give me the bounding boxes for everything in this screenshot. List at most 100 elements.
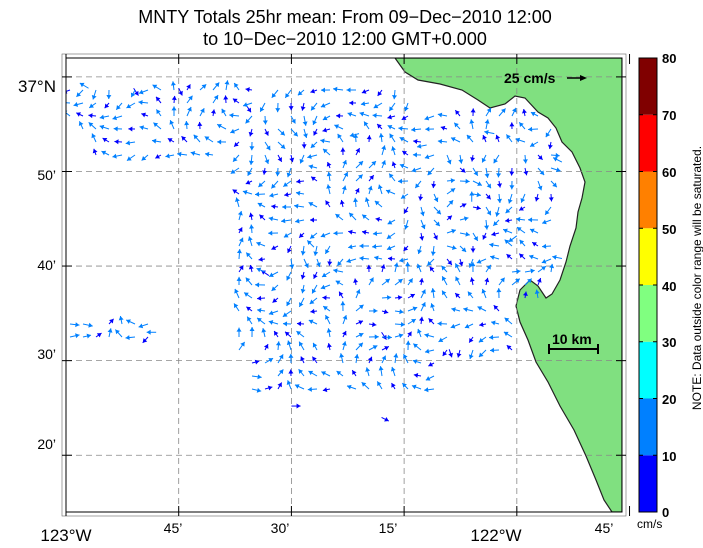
current-vector-255: [294, 203, 305, 209]
current-vector-249: [534, 193, 540, 202]
current-vector-352: [387, 256, 396, 262]
current-vector-381: [470, 262, 476, 273]
current-vector-34: [212, 94, 219, 104]
current-vector-375: [393, 262, 399, 273]
current-vector-259: [353, 197, 359, 208]
current-vector-313: [482, 232, 487, 240]
current-vector-514: [405, 340, 411, 351]
current-vector-513: [381, 346, 390, 351]
current-vector-336: [489, 242, 500, 248]
current-vector-164: [289, 154, 295, 163]
map-frame: [61, 53, 631, 517]
current-vector-348: [336, 258, 344, 267]
current-vector-150: [92, 148, 98, 156]
current-vector-542: [321, 371, 331, 377]
current-vector-232: [284, 192, 292, 197]
current-vector-201: [496, 167, 502, 178]
current-vector-257: [325, 200, 331, 208]
colorbar-tick-50: 50: [662, 222, 677, 237]
current-vector-361: [518, 253, 526, 260]
current-vector-65: [302, 115, 308, 126]
current-vector-90: [169, 119, 175, 130]
current-vector-234: [326, 184, 332, 195]
current-vector-156: [165, 153, 175, 159]
current-vector-365: [248, 264, 254, 273]
current-vector-119: [114, 139, 123, 145]
current-vector-351: [374, 255, 383, 261]
current-vector-233: [295, 190, 305, 196]
current-vector-521: [489, 347, 500, 353]
current-vector-139: [399, 136, 409, 143]
current-vector-209: [283, 180, 292, 188]
current-vector-242: [433, 193, 439, 203]
current-vector-409: [234, 288, 240, 299]
current-vector-58: [199, 108, 205, 117]
current-vector-125: [204, 136, 214, 143]
current-vector-159: [204, 151, 214, 157]
current-vector-518: [456, 349, 462, 358]
colorbar-tick-60: 60: [662, 165, 677, 180]
current-vector-1: [76, 89, 84, 98]
current-vector-363: [541, 258, 552, 264]
current-vector-382: [485, 264, 492, 273]
current-vector-69: [347, 112, 357, 117]
current-vector-253: [271, 204, 279, 210]
current-vector-461: [308, 319, 318, 325]
current-vector-463: [342, 314, 348, 325]
current-vector-27: [104, 102, 110, 109]
current-vector-227: [550, 180, 558, 188]
current-vector-102: [334, 124, 344, 130]
current-vector-148: [529, 141, 539, 147]
current-vector-385: [537, 265, 547, 273]
current-vector-127: [233, 141, 240, 148]
lat-label-20: 20’: [37, 436, 56, 452]
current-vector-451: [82, 322, 93, 328]
reference-vector-label: 25 cm/s: [504, 70, 556, 86]
current-vector-36: [232, 98, 240, 104]
current-vector-539: [288, 369, 294, 377]
current-vector-9: [199, 83, 207, 91]
current-vector-526: [288, 353, 294, 364]
current-vector-12: [233, 82, 240, 91]
current-vector-559: [376, 381, 383, 390]
current-vector-74: [424, 115, 435, 121]
current-vector-62: [245, 115, 253, 124]
current-vector-353: [399, 257, 409, 263]
colorbar-segment-0: [639, 455, 657, 512]
current-vector-360: [506, 253, 513, 260]
current-vector-424: [441, 290, 448, 299]
current-vector-112: [484, 119, 490, 130]
current-vector-179: [493, 154, 500, 164]
current-vector-187: [286, 167, 292, 178]
current-vector-408: [536, 277, 542, 286]
current-vector-277: [281, 218, 292, 224]
current-vector-328: [372, 244, 383, 250]
current-vector-203: [523, 167, 529, 176]
current-vector-18: [320, 87, 331, 93]
current-vector-302: [320, 232, 331, 238]
current-vector-387: [236, 276, 242, 286]
current-vector-68: [336, 113, 344, 119]
colorbar: [638, 57, 658, 513]
current-vector-118: [102, 137, 110, 143]
current-vector-215: [368, 174, 375, 182]
current-vector-430: [534, 289, 540, 299]
current-vector-380: [454, 263, 461, 273]
current-vector-230: [255, 191, 266, 197]
current-vector-142: [450, 137, 461, 143]
current-vector-269: [495, 206, 500, 217]
current-vector-287: [433, 219, 441, 227]
current-vector-113: [509, 122, 515, 130]
current-vector-499: [468, 336, 474, 343]
current-vector-359: [490, 255, 500, 260]
current-vector-480: [114, 329, 123, 338]
current-vector-29: [126, 102, 136, 109]
current-vector-373: [366, 264, 372, 273]
current-vector-111: [469, 119, 475, 130]
current-vector-396: [368, 277, 374, 286]
current-vector-43: [320, 102, 331, 108]
colorbar-units: cm/s: [637, 517, 663, 531]
current-vector-60: [221, 108, 227, 117]
current-vector-421: [407, 293, 416, 299]
current-vector-41: [300, 102, 306, 111]
